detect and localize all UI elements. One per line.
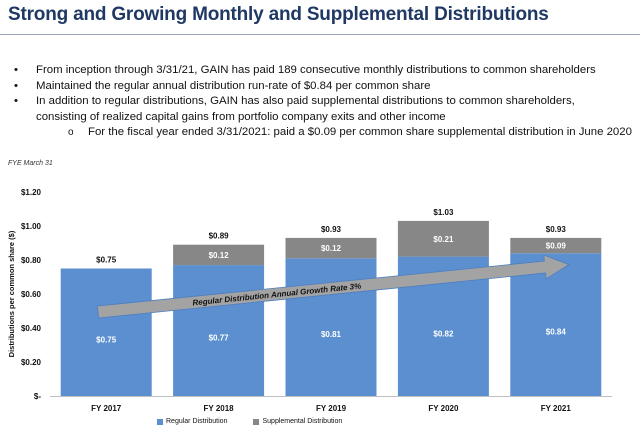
page-title: Strong and Growing Monthly and Supplemen… [8, 4, 549, 25]
x-tick-label: FY 2018 [204, 404, 235, 413]
distribution-chart: Distributions per common share ($) $- $0.2… [7, 188, 612, 413]
bar-supplemental [397, 220, 489, 257]
sub-bullet-marker: o [68, 127, 74, 139]
bar-supplemental [510, 237, 602, 254]
bar-total-label: $0.89 [209, 232, 230, 241]
bullet-marker: • [14, 64, 18, 76]
chart-legend: Regular Distribution Supplemental Distri… [157, 418, 342, 425]
bar-total-label: $0.93 [546, 225, 567, 234]
legend-label-regular: Regular Distribution [166, 418, 228, 425]
y-tick-label: $1.20 [21, 188, 42, 197]
title-divider [0, 34, 640, 35]
bullet-item: • From inception through 3/31/21, GAIN ha… [12, 63, 637, 79]
bar-regular-value-label: $0.77 [209, 334, 230, 343]
x-tick-label: FY 2020 [428, 404, 459, 413]
y-tick-label: $- [34, 392, 41, 401]
bar-supplemental-value-label: $0.21 [433, 235, 454, 244]
sub-bullet-item: o For the fiscal year ended 3/31/2021: pa… [12, 125, 637, 141]
bar-total-label: $0.75 [96, 256, 117, 265]
bar-regular [173, 265, 265, 396]
bullet-text: For the fiscal year ended 3/31/2021: pai… [88, 126, 632, 139]
x-tick-label: FY 2017 [91, 404, 122, 413]
bar-regular-value-label: $0.81 [321, 330, 342, 339]
bullet-text: consisting of realized capital gains fro… [36, 110, 446, 123]
bar-regular-value-label: $0.75 [96, 335, 117, 344]
legend-swatch-regular [157, 418, 163, 425]
bar-regular [510, 253, 602, 396]
y-axis-label: Distributions per common share ($) [7, 230, 16, 357]
fye-note: FYE March 31 [8, 160, 53, 167]
bar-regular-value-label: $0.82 [433, 329, 454, 338]
bar-supplemental-value-label: $0.09 [546, 242, 567, 251]
bullet-marker: • [14, 95, 18, 108]
bullet-text: From inception through 3/31/21, GAIN has… [36, 64, 596, 76]
bar-total-label: $1.03 [433, 208, 454, 217]
bullet-text: Maintained the regular annual distributi… [36, 79, 431, 92]
legend-label-supplemental: Supplemental Distribution [262, 418, 343, 425]
bar-regular-value-label: $0.84 [546, 328, 567, 337]
bar-regular [60, 268, 152, 396]
y-tick-label: $0.80 [21, 256, 42, 265]
bar-supplemental-value-label: $0.12 [209, 251, 230, 260]
y-tick-label: $0.40 [21, 324, 42, 333]
bullet-item-continuation: consisting of realized capital gains fro… [12, 110, 637, 126]
y-tick-label: $1.00 [21, 222, 42, 231]
bullet-item: • Maintained the regular annual distribut… [12, 79, 637, 95]
x-tick-label: FY 2019 [316, 404, 347, 413]
x-tick-label: FY 2021 [541, 404, 572, 413]
bar-total-label: $0.93 [321, 225, 342, 234]
legend-swatch-supplemental [253, 418, 260, 425]
growth-arrow-shape [96, 254, 570, 319]
bullet-item: • In addition to regular distributions, G… [12, 94, 637, 110]
bullet-list: • From inception through 3/31/21, GAIN ha… [12, 63, 637, 141]
bar-supplemental [173, 244, 265, 266]
bullet-text: In addition to regular distributions, GA… [36, 95, 575, 108]
bar-supplemental [285, 237, 377, 259]
legend-item-supplemental: Supplemental Distribution [253, 418, 342, 425]
bar-supplemental-value-label: $0.12 [321, 244, 342, 253]
bullet-marker: • [14, 79, 18, 92]
y-tick-label: $0.20 [21, 358, 42, 367]
y-tick-label: $0.60 [21, 290, 42, 299]
legend-item-regular: Regular Distribution [157, 418, 227, 425]
